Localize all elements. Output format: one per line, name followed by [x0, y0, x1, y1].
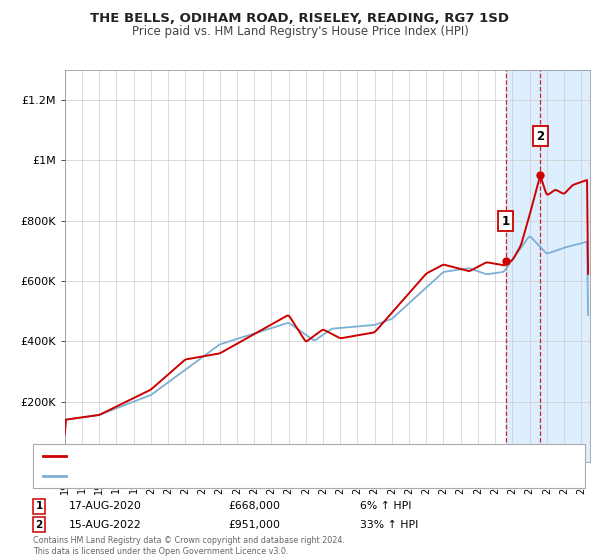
Text: £951,000: £951,000: [228, 520, 280, 530]
Bar: [506, 70, 590, 462]
Text: 33% ↑ HPI: 33% ↑ HPI: [360, 520, 418, 530]
Text: 17-AUG-2020: 17-AUG-2020: [69, 501, 142, 511]
Text: 1: 1: [502, 215, 510, 228]
Text: 2: 2: [35, 520, 43, 530]
Text: THE BELLS, ODIHAM ROAD, RISELEY, READING, RG7 1SD (detached house): THE BELLS, ODIHAM ROAD, RISELEY, READING…: [73, 451, 446, 461]
Text: HPI: Average price, detached house, Wokingham: HPI: Average price, detached house, Woki…: [73, 471, 316, 481]
Text: Contains HM Land Registry data © Crown copyright and database right 2024.
This d: Contains HM Land Registry data © Crown c…: [33, 536, 345, 556]
Text: 15-AUG-2022: 15-AUG-2022: [69, 520, 142, 530]
Text: 6% ↑ HPI: 6% ↑ HPI: [360, 501, 412, 511]
Text: 1: 1: [35, 501, 43, 511]
Text: Price paid vs. HM Land Registry's House Price Index (HPI): Price paid vs. HM Land Registry's House …: [131, 25, 469, 38]
Text: 2: 2: [536, 129, 544, 143]
Text: £668,000: £668,000: [228, 501, 280, 511]
Text: THE BELLS, ODIHAM ROAD, RISELEY, READING, RG7 1SD: THE BELLS, ODIHAM ROAD, RISELEY, READING…: [91, 12, 509, 25]
